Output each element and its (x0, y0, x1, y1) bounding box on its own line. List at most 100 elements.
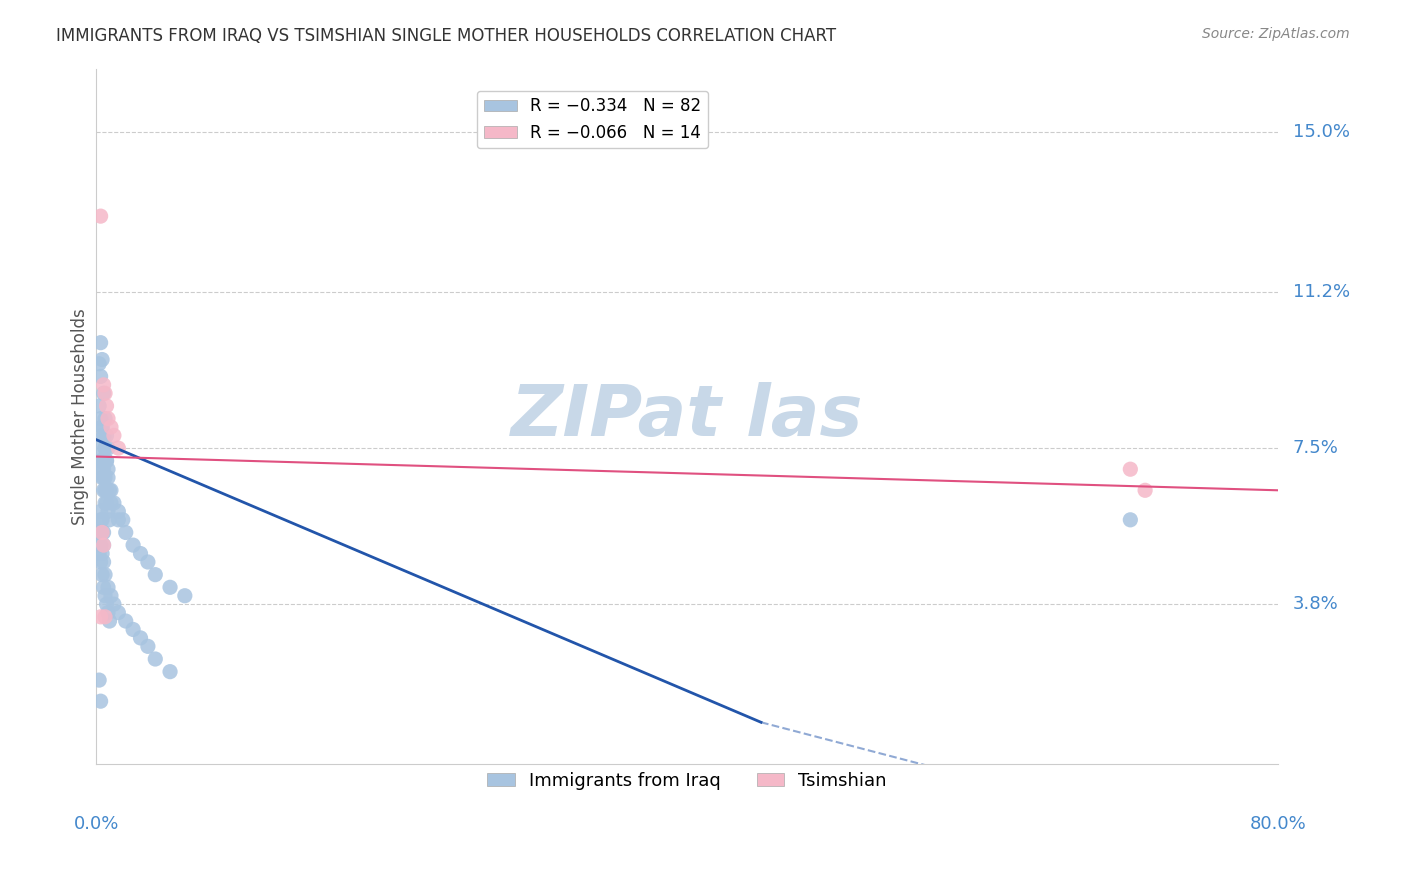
Point (94, 610, 117, 624)
Point (111, 513, 134, 527)
Point (90, 454, 112, 468)
Point (89, 525, 111, 540)
Point (114, 525, 136, 540)
Point (97, 462, 120, 476)
Point (129, 547, 152, 561)
Point (90, 694, 112, 708)
Point (90, 454, 112, 468)
Point (90, 411, 112, 425)
Point (93, 428, 115, 442)
Point (91, 462, 114, 476)
Point (98, 513, 121, 527)
Point (97, 470, 120, 484)
Point (103, 496, 125, 510)
Legend: Immigrants from Iraq, Tsimshian: Immigrants from Iraq, Tsimshian (481, 764, 894, 797)
Point (96, 454, 118, 468)
Point (90, 610, 112, 624)
Text: 3.8%: 3.8% (1294, 595, 1339, 613)
Point (103, 428, 125, 442)
Point (1119, 513, 1142, 527)
Point (97, 606, 120, 620)
Point (94, 470, 117, 484)
Point (93, 483, 115, 498)
Point (90, 369, 112, 384)
Point (96, 597, 118, 611)
Text: 0.0%: 0.0% (73, 815, 120, 833)
Point (93, 525, 115, 540)
Point (93, 538, 115, 552)
Text: IMMIGRANTS FROM IRAQ VS TSIMSHIAN SINGLE MOTHER HOUSEHOLDS CORRELATION CHART: IMMIGRANTS FROM IRAQ VS TSIMSHIAN SINGLE… (56, 27, 837, 45)
Point (96, 454, 118, 468)
Point (107, 441, 129, 455)
Point (91, 470, 114, 484)
Point (96, 483, 118, 498)
Point (1119, 462, 1142, 476)
Point (93, 538, 115, 552)
Point (129, 631, 152, 645)
Point (93, 386, 115, 401)
Point (173, 589, 195, 603)
Y-axis label: Single Mother Households: Single Mother Households (72, 308, 89, 524)
Text: 7.5%: 7.5% (1294, 439, 1339, 457)
Point (94, 567, 117, 582)
Point (96, 428, 118, 442)
Text: ZIPat las: ZIPat las (510, 382, 863, 451)
Point (96, 496, 118, 510)
Point (97, 504, 120, 518)
Point (98, 614, 121, 628)
Point (93, 428, 115, 442)
Point (122, 623, 145, 637)
Point (89, 673, 111, 687)
Text: 80.0%: 80.0% (1250, 815, 1306, 833)
Point (94, 589, 117, 603)
Text: 11.2%: 11.2% (1294, 283, 1350, 301)
Point (103, 597, 125, 611)
Point (94, 496, 117, 510)
Point (94, 386, 117, 401)
Point (90, 538, 112, 552)
Point (114, 614, 136, 628)
Point (91, 420, 114, 434)
Point (107, 513, 129, 527)
Point (143, 567, 166, 582)
Point (136, 640, 159, 654)
Point (97, 411, 120, 425)
Point (159, 665, 181, 679)
Point (97, 441, 120, 455)
Point (98, 483, 121, 498)
Point (90, 335, 112, 350)
Point (91, 525, 114, 540)
Point (100, 483, 122, 498)
Point (90, 209, 112, 223)
Point (93, 377, 115, 392)
Point (107, 606, 129, 620)
Point (94, 483, 117, 498)
Point (91, 420, 114, 434)
Point (93, 555, 115, 569)
Point (89, 357, 111, 371)
Point (91, 547, 114, 561)
Point (91, 454, 114, 468)
Point (93, 470, 115, 484)
Point (90, 504, 112, 518)
Point (94, 441, 117, 455)
Point (91, 525, 114, 540)
Point (94, 411, 117, 425)
Text: 15.0%: 15.0% (1294, 123, 1350, 141)
Point (91, 352, 114, 367)
Point (94, 441, 117, 455)
Point (96, 399, 118, 413)
Point (93, 580, 115, 594)
Point (97, 580, 120, 594)
Point (1133, 483, 1156, 498)
Point (159, 580, 181, 594)
Point (89, 399, 111, 413)
Point (143, 652, 166, 666)
Point (100, 589, 122, 603)
Point (107, 504, 129, 518)
Point (122, 538, 145, 552)
Point (100, 420, 122, 434)
Text: Source: ZipAtlas.com: Source: ZipAtlas.com (1202, 27, 1350, 41)
Point (91, 513, 114, 527)
Point (100, 496, 122, 510)
